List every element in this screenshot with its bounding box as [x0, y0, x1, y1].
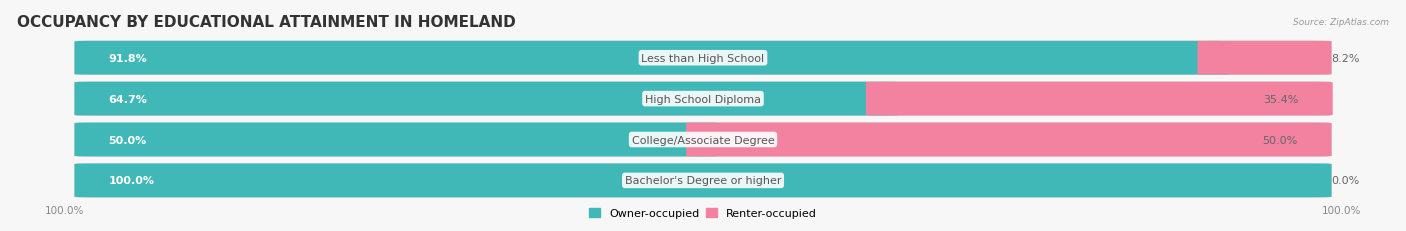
Text: College/Associate Degree: College/Associate Degree	[631, 135, 775, 145]
Text: Bachelor's Degree or higher: Bachelor's Degree or higher	[624, 176, 782, 185]
Text: 100.0%: 100.0%	[108, 176, 155, 185]
FancyBboxPatch shape	[75, 42, 1232, 75]
Text: Source: ZipAtlas.com: Source: ZipAtlas.com	[1294, 18, 1389, 27]
Text: 64.7%: 64.7%	[108, 94, 148, 104]
FancyBboxPatch shape	[1198, 42, 1331, 75]
Text: 35.4%: 35.4%	[1264, 94, 1299, 104]
Text: 100.0%: 100.0%	[45, 205, 84, 215]
FancyBboxPatch shape	[75, 42, 1331, 75]
Text: 50.0%: 50.0%	[108, 135, 146, 145]
FancyBboxPatch shape	[75, 82, 1331, 116]
Text: OCCUPANCY BY EDUCATIONAL ATTAINMENT IN HOMELAND: OCCUPANCY BY EDUCATIONAL ATTAINMENT IN H…	[17, 15, 516, 30]
Text: 50.0%: 50.0%	[1263, 135, 1298, 145]
Text: Less than High School: Less than High School	[641, 54, 765, 64]
FancyBboxPatch shape	[75, 123, 1331, 157]
Text: 91.8%: 91.8%	[108, 54, 148, 64]
FancyBboxPatch shape	[75, 164, 1331, 197]
FancyBboxPatch shape	[866, 82, 1333, 116]
Text: 8.2%: 8.2%	[1331, 54, 1360, 64]
FancyBboxPatch shape	[75, 164, 1331, 197]
FancyBboxPatch shape	[75, 123, 720, 157]
Legend: Owner-occupied, Renter-occupied: Owner-occupied, Renter-occupied	[585, 204, 821, 223]
FancyBboxPatch shape	[75, 82, 900, 116]
Text: High School Diploma: High School Diploma	[645, 94, 761, 104]
Text: 100.0%: 100.0%	[1322, 205, 1361, 215]
Text: 0.0%: 0.0%	[1331, 176, 1360, 185]
FancyBboxPatch shape	[686, 123, 1331, 157]
